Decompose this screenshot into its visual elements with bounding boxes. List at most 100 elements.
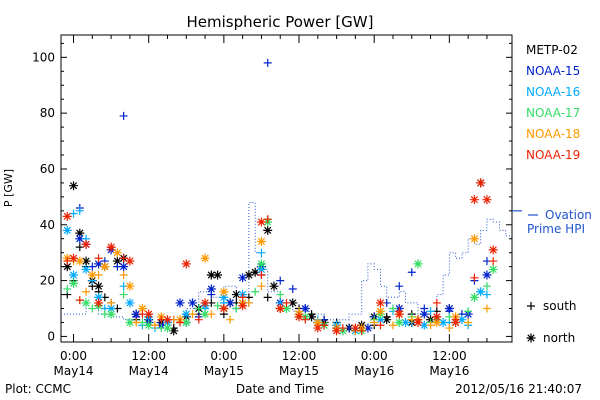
x-tick-date-label: May15 [204, 364, 244, 378]
x-tick-time-label: 12:00 [432, 349, 467, 363]
noaa-19-north-point [62, 211, 72, 221]
noaa-19-north-point [94, 298, 104, 308]
noaa-16-north-point [438, 317, 448, 327]
noaa-19-north-point [162, 315, 172, 325]
noaa-19-north-point [238, 301, 248, 311]
noaa-17-north-point [282, 304, 291, 314]
noaa-19-south-point [94, 254, 103, 263]
noaa-19-north-point [81, 239, 91, 249]
noaa-17-south-point [388, 304, 397, 313]
noaa-18-south-point [445, 324, 454, 333]
x-axis-label: Date and Time [236, 382, 324, 396]
noaa-18-north-point [469, 234, 479, 244]
noaa-18-south-point [188, 310, 197, 319]
legend-south-symbol [527, 302, 535, 310]
legend-entry: NOAA-16 [526, 85, 580, 99]
noaa-18-south-point [107, 298, 116, 307]
noaa-16-north-point [125, 298, 135, 308]
legend-entry: NOAA-18 [526, 127, 580, 141]
noaa-19-north-point [106, 242, 116, 252]
x-tick-date-label: May15 [279, 364, 319, 378]
x-tick-date-label: May14 [129, 364, 169, 378]
noaa-15-south-point [395, 282, 404, 291]
noaa-19-south-point [489, 257, 498, 266]
noaa-19-south-point [376, 321, 385, 330]
noaa-17-north-point [181, 317, 191, 327]
noaa-18-south-point [150, 321, 159, 330]
noaa-18-south-point [207, 310, 216, 319]
noaa-15-north-point [94, 259, 104, 269]
noaa-19-north-point [69, 253, 79, 263]
metp-02-north-point [112, 256, 122, 266]
plot-frame [60, 34, 513, 343]
y-tick-label: 60 [40, 162, 55, 176]
noaa-16-north-point [457, 315, 467, 325]
noaa-17-north-point [162, 323, 172, 333]
noaa-15-north-point [188, 298, 198, 308]
noaa-15-north-point [175, 298, 185, 308]
noaa-18-north-point [100, 262, 110, 272]
x-tick-date-label: May16 [354, 364, 394, 378]
noaa-16-north-point [62, 225, 72, 235]
noaa-15-north-point [363, 323, 373, 333]
legend-entry: NOAA-15 [526, 64, 580, 78]
noaa-17-north-point [394, 317, 404, 327]
noaa-17-south-point [251, 287, 260, 296]
chart-title: Hemispheric Power [GW] [187, 13, 374, 31]
noaa-15-north-point [444, 304, 454, 314]
noaa-19-south-point [238, 293, 247, 302]
noaa-18-south-point [226, 315, 235, 324]
noaa-19-north-point [488, 245, 498, 255]
noaa-16-south-point [257, 248, 266, 257]
metp-02-north-point [62, 262, 72, 272]
metp-02-north-point [94, 281, 104, 291]
noaa-16-north-point [476, 287, 486, 297]
x-tick-time-label: 0:00 [210, 349, 237, 363]
noaa-17-north-point [256, 259, 266, 269]
noaa-15-north-point [119, 262, 129, 272]
noaa-19-north-point [275, 304, 285, 314]
ovation-hpi-line [61, 202, 512, 326]
metp-02-north-point [244, 270, 254, 280]
metp-02-north-point [288, 298, 298, 308]
legend-ovation-label-line2: Prime HPI [527, 222, 585, 236]
noaa-19-north-point [476, 178, 486, 188]
noaa-15-south-point [276, 276, 285, 285]
noaa-17-south-point [464, 307, 473, 316]
noaa-19-north-point [451, 317, 461, 327]
y-tick-label: 80 [40, 106, 55, 120]
noaa-18-north-point [87, 270, 97, 280]
noaa-18-south-point [464, 318, 473, 327]
noaa-17-south-point [194, 304, 203, 313]
metp-02-north-point [263, 225, 273, 235]
noaa-18-south-point [482, 304, 491, 313]
noaa-16-north-point [401, 317, 411, 327]
noaa-15-north-point [419, 309, 429, 319]
noaa-17-north-point [469, 292, 479, 302]
noaa-18-north-point [125, 281, 135, 291]
metp-02-north-point [81, 256, 91, 266]
legend-north-label: north [543, 331, 575, 345]
noaa-17-north-point [125, 317, 135, 327]
noaa-19-north-point [332, 326, 342, 336]
noaa-17-north-point [488, 264, 498, 274]
noaa-19-south-point [470, 273, 479, 282]
legend-entry: METP-02 [526, 43, 578, 57]
noaa-15-north-point [206, 284, 216, 294]
noaa-17-north-point [69, 278, 79, 288]
metp-02-north-point [382, 315, 392, 325]
noaa-18-north-point [375, 306, 385, 316]
noaa-19-south-point [432, 298, 441, 307]
metp-02-north-point [69, 181, 79, 191]
noaa-15-north-point [75, 234, 85, 244]
noaa-17-north-point [81, 298, 91, 308]
x-tick-date-label: May14 [53, 364, 93, 378]
metp-02-north-point [75, 228, 85, 238]
legend-entry: NOAA-17 [526, 106, 580, 120]
x-tick-date-label: May16 [429, 364, 469, 378]
noaa-18-north-point [200, 253, 210, 263]
legend-ovation-label-line1: Ovation [545, 208, 592, 222]
noaa-19-north-point [482, 195, 492, 205]
noaa-16-north-point [219, 292, 229, 302]
y-tick-label: 100 [32, 50, 55, 64]
